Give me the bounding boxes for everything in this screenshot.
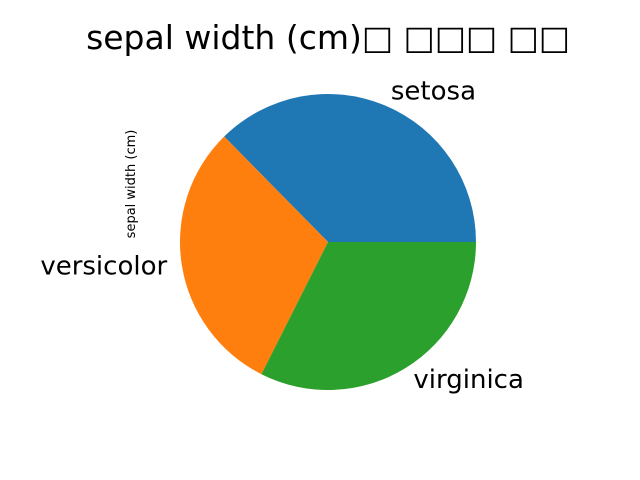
pie-label-setosa: setosa [391,76,476,106]
y-axis-label: sepal width (cm) [124,130,139,239]
pie-slices [180,94,476,391]
pie-label-versicolor: versicolor [40,252,167,282]
pie-slice-setosa [224,94,476,242]
pie-slice-labels: setosa versicolor virginica [40,76,524,395]
pie-slice-versicolor [180,136,328,375]
pie-label-virginica: virginica [413,365,524,395]
pie-slice-virginica [261,242,476,391]
chart-title: sepal width (cm)□ □□□ □□ [86,18,570,57]
